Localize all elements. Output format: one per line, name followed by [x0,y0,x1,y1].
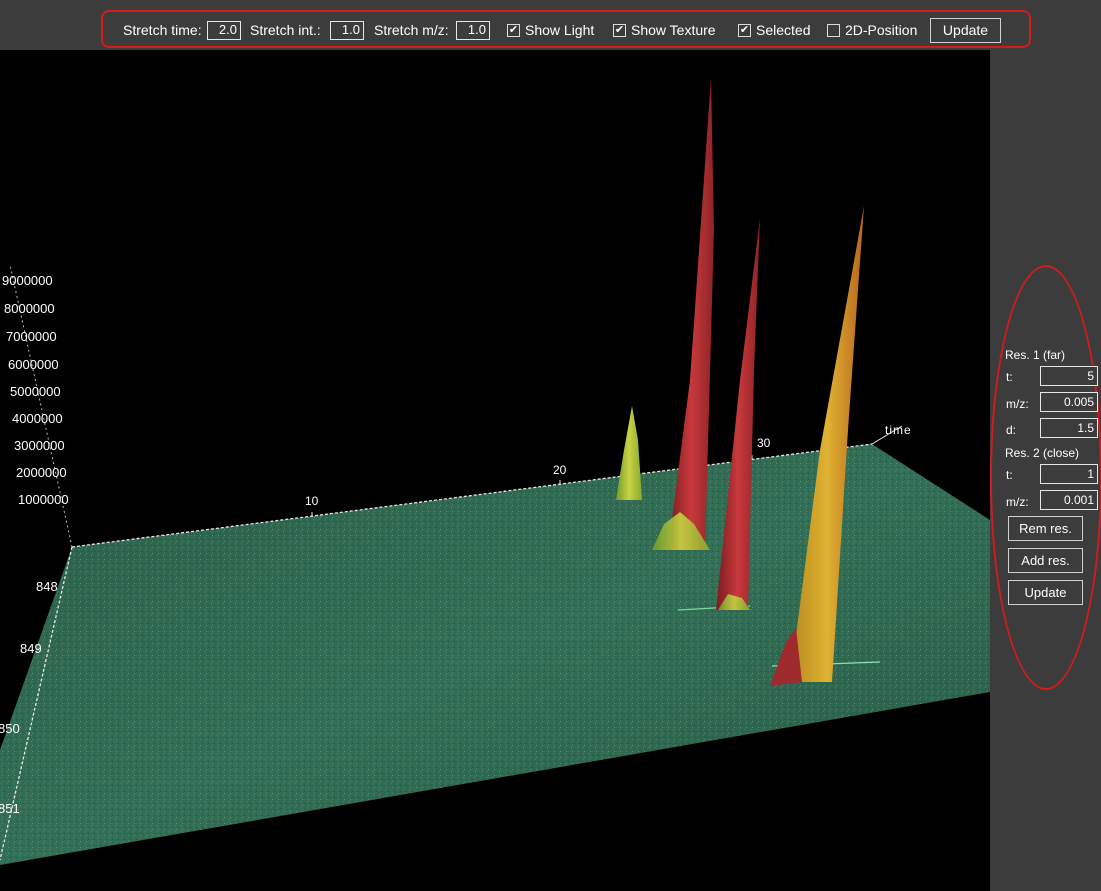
peak-red-small [770,628,802,686]
intensity-tick: 6000000 [8,357,59,372]
res2-title: Res. 2 (close) [1005,446,1080,460]
intensity-tick: 1000000 [18,492,69,507]
mz-tick: 851 [0,801,20,816]
intensity-tick: 5000000 [10,384,61,399]
time-tick-30: 30 [757,436,771,450]
remove-resolution-button[interactable]: Rem res. [1008,516,1083,541]
resolution-update-button[interactable]: Update [1008,580,1083,605]
stretch-mz-input[interactable]: 1.0 [456,21,490,40]
time-axis-label: time [885,423,912,437]
3d-plot-canvas[interactable]: 10 20 30 time 9000000 8000000 7000000 60… [0,50,990,891]
res1-d-label: d: [1006,423,1017,437]
stretch-time-label: Stretch time: [123,22,202,38]
selected-checkbox[interactable]: ✔ [738,24,751,37]
res2-t-input[interactable]: 1 [1040,464,1098,484]
selected-label[interactable]: Selected [756,22,811,38]
time-tick-10: 10 [305,494,319,508]
mz-tick: 850 [0,721,20,736]
intensity-tick: 3000000 [14,438,65,453]
stretch-int-input[interactable]: 1.0 [330,21,364,40]
res1-title: Res. 1 (far) [1005,348,1066,362]
res2-mz-input[interactable]: 0.001 [1040,490,1098,510]
stretch-int-label: Stretch int.: [250,22,321,38]
intensity-tick: 4000000 [12,411,63,426]
intensity-tick: 9000000 [2,273,53,288]
3d-viewport[interactable]: 10 20 30 time 9000000 8000000 7000000 60… [0,50,990,891]
peak-red-tallest [668,78,714,550]
peak-red-tallest-base [652,512,710,550]
res2-mz-label: m/z: [1006,495,1029,509]
stretch-mz-label: Stretch m/z: [374,22,449,38]
peak-small-green [616,406,642,500]
res1-t-input[interactable]: 5 [1040,366,1098,386]
toolbar-update-button[interactable]: Update [930,18,1001,43]
intensity-tick: 7000000 [6,329,57,344]
toolbar: Stretch time: 2.0 Stretch int.: 1.0 Stre… [0,0,1101,50]
stretch-time-input[interactable]: 2.0 [207,21,241,40]
time-axis-end-line [871,425,903,445]
add-resolution-button[interactable]: Add res. [1008,548,1083,573]
res1-t-label: t: [1006,370,1013,384]
position2d-label[interactable]: 2D-Position [845,22,918,38]
time-tick-20: 20 [553,463,567,477]
intensity-tick: 8000000 [4,301,55,316]
toolbar-highlight-outline [101,10,1031,48]
mz-tick: 849 [20,641,42,656]
res1-d-input[interactable]: 1.5 [1040,418,1098,438]
intensity-axis-line [9,264,73,548]
show-texture-label[interactable]: Show Texture [631,22,716,38]
mz-tick: 848 [36,579,58,594]
show-texture-checkbox[interactable]: ✔ [613,24,626,37]
show-light-checkbox[interactable]: ✔ [507,24,520,37]
intensity-tick: 2000000 [16,465,67,480]
mz-axis-line [0,546,73,861]
show-light-label[interactable]: Show Light [525,22,595,38]
position2d-checkbox[interactable] [827,24,840,37]
res1-mz-input[interactable]: 0.005 [1040,392,1098,412]
peak-red-middle [716,218,760,610]
peak-red-middle-base [718,594,750,610]
peak-orange-right [790,206,864,682]
res1-mz-label: m/z: [1006,397,1029,411]
res2-t-label: t: [1006,468,1013,482]
